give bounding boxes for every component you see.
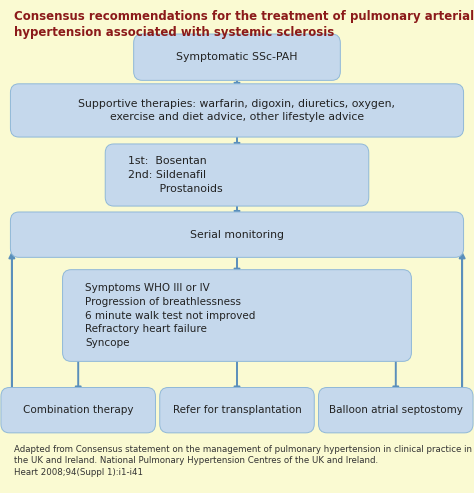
FancyBboxPatch shape xyxy=(63,270,411,361)
FancyBboxPatch shape xyxy=(319,387,473,433)
Text: Consensus recommendations for the treatment of pulmonary arterial
hypertension a: Consensus recommendations for the treatm… xyxy=(14,10,474,39)
Text: Symptomatic SSc-PAH: Symptomatic SSc-PAH xyxy=(176,52,298,62)
Text: 1st:  Bosentan
2nd: Sildenafil
         Prostanoids: 1st: Bosentan 2nd: Sildenafil Prostanoid… xyxy=(128,156,223,194)
Text: Adapted from Consensus statement on the management of pulmonary hypertension in : Adapted from Consensus statement on the … xyxy=(14,445,472,477)
Text: Combination therapy: Combination therapy xyxy=(23,405,134,415)
FancyBboxPatch shape xyxy=(10,84,464,137)
FancyBboxPatch shape xyxy=(105,144,369,206)
Text: Symptoms WHO III or IV
Progression of breathlessness
6 minute walk test not impr: Symptoms WHO III or IV Progression of br… xyxy=(85,283,255,348)
FancyBboxPatch shape xyxy=(10,212,464,257)
FancyBboxPatch shape xyxy=(1,387,155,433)
Text: Supportive therapies: warfarin, digoxin, diuretics, oxygen,
exercise and diet ad: Supportive therapies: warfarin, digoxin,… xyxy=(79,99,395,122)
FancyBboxPatch shape xyxy=(134,34,340,80)
Text: Balloon atrial septostomy: Balloon atrial septostomy xyxy=(329,405,463,415)
Text: Serial monitoring: Serial monitoring xyxy=(190,230,284,240)
FancyBboxPatch shape xyxy=(160,387,314,433)
Text: Refer for transplantation: Refer for transplantation xyxy=(173,405,301,415)
